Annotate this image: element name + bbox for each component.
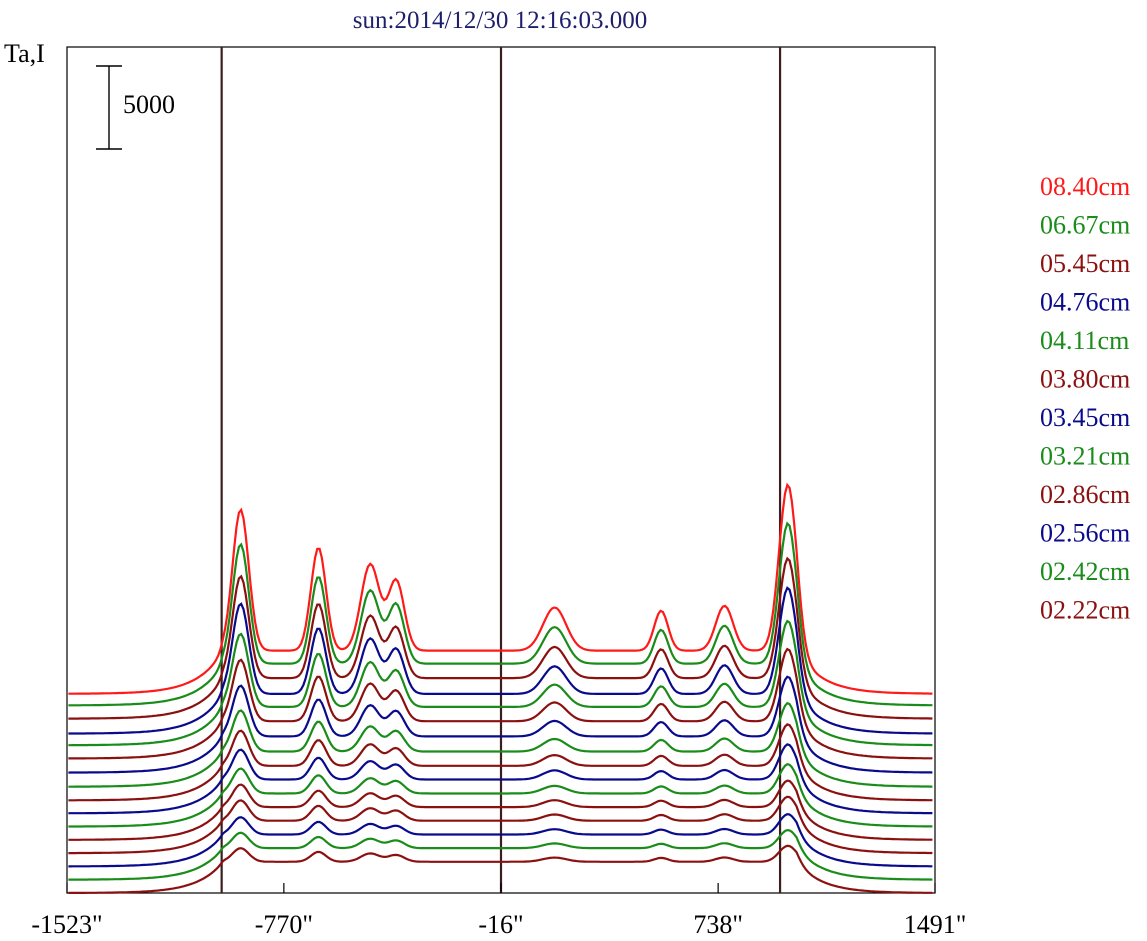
series-line-3 [68,586,933,735]
x-ticks: -1523" -770" -16" 738" 1491" [31,883,966,939]
chart-title: sun:2014/12/30 12:16:03.000 [353,7,647,34]
legend-entry-9: 02.56cm [1040,519,1130,548]
series-line-6 [68,675,933,774]
series-line-12 [68,795,933,855]
x-tick-label-3: 738" [693,910,743,939]
legend-entry-7: 03.21cm [1040,442,1130,471]
legend-entry-3: 04.76cm [1040,288,1130,317]
legend-entry-8: 02.86cm [1040,480,1130,509]
scale-bar: 5000 [96,65,175,150]
x-tick-label-2: -16" [478,910,523,939]
legend-entry-5: 03.80cm [1040,365,1130,394]
y-axis-label: Ta,I [4,39,45,68]
legend-entry-11: 02.22cm [1040,596,1130,625]
legend-entry-4: 04.11cm [1040,326,1129,355]
series-line-13 [68,813,933,868]
series-line-2 [68,556,933,720]
legend-entry-0: 08.40cm [1040,172,1130,201]
series-line-7 [68,701,933,788]
legend-entry-1: 06.67cm [1040,211,1130,240]
x-tick-label-4: 1491" [904,910,967,939]
series-line-14 [68,828,933,881]
x-tick-label-1: -770" [255,910,313,939]
series-layer [68,482,933,894]
series-line-15 [68,844,933,894]
x-tick-label-0: -1523" [31,910,102,939]
series-line-11 [68,779,933,841]
series-line-9 [68,743,933,815]
series-line-8 [68,723,933,802]
legend: 08.40cm 06.67cm 05.45cm 04.76cm 04.11cm 03.80… [1040,172,1130,625]
legend-entry-10: 02.42cm [1040,557,1130,586]
series-line-10 [68,763,933,828]
scale-bar-label: 5000 [123,90,175,119]
series-line-4 [68,619,933,747]
series-line-5 [68,647,933,760]
series-line-0 [68,482,933,695]
series-line-1 [68,521,933,707]
legend-entry-6: 03.45cm [1040,403,1130,432]
legend-entry-2: 05.45cm [1040,249,1130,278]
